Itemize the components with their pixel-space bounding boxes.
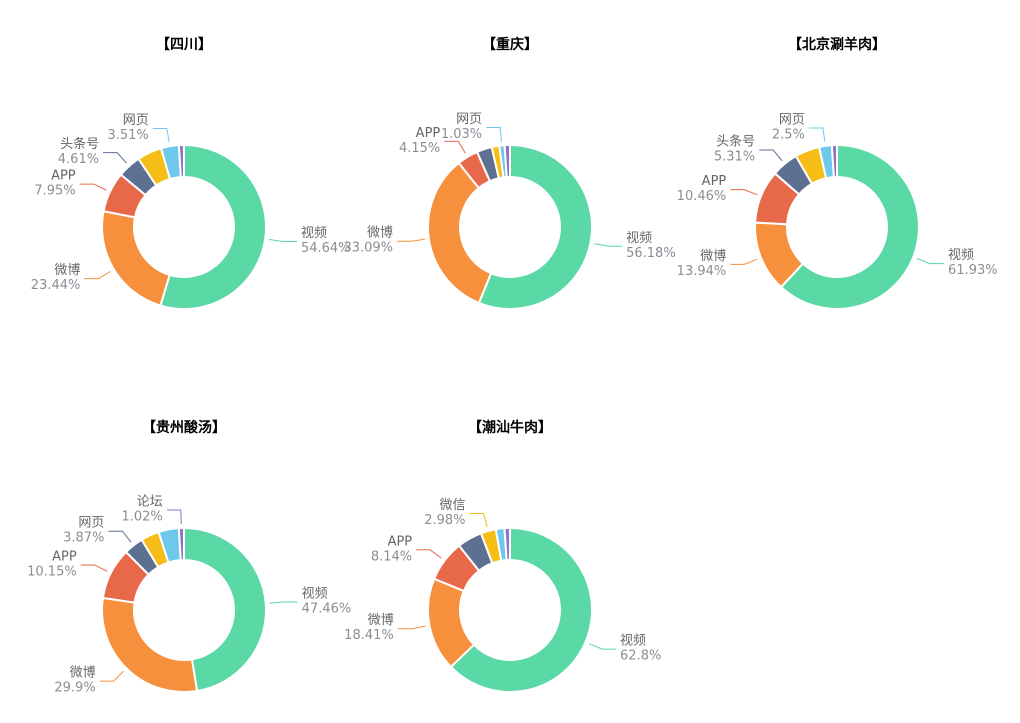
- category-label: APP: [51, 169, 76, 184]
- value-label: 13.94%: [677, 264, 727, 279]
- label-line: [416, 549, 442, 559]
- chart-title: 【潮汕牛肉】: [468, 419, 552, 436]
- label-line: [152, 127, 170, 143]
- value-label: 4.15%: [399, 141, 440, 156]
- category-label: 论坛: [137, 495, 163, 510]
- donut-segment: [177, 144, 185, 179]
- value-label: 18.41%: [344, 628, 394, 643]
- category-label: 视频: [620, 634, 646, 649]
- value-label: 7.95%: [34, 184, 75, 199]
- value-label: 4.61%: [58, 152, 99, 167]
- value-label: 61.93%: [948, 263, 998, 278]
- category-label: 网页: [78, 516, 104, 531]
- label-line: [486, 126, 503, 142]
- donut-segment: [830, 144, 838, 179]
- value-label: 2.98%: [424, 513, 465, 528]
- label-line: [99, 670, 124, 682]
- category-label: 视频: [626, 231, 652, 246]
- label-line: [730, 258, 758, 265]
- donut-segment: [780, 144, 920, 310]
- donut-segment: [101, 210, 171, 307]
- category-label: APP: [388, 534, 413, 549]
- value-label: 56.18%: [626, 246, 676, 261]
- value-label: 47.46%: [302, 602, 352, 617]
- donut-segment: [503, 526, 511, 562]
- label-line: [166, 509, 182, 525]
- category-label: 视频: [302, 587, 328, 602]
- donut-segment: [183, 527, 267, 692]
- value-label: 3.51%: [107, 128, 148, 143]
- value-label: 29.9%: [54, 681, 95, 696]
- label-line: [588, 643, 617, 650]
- label-line: [916, 258, 945, 265]
- label-line: [759, 149, 783, 162]
- donut-segment: [477, 144, 593, 310]
- value-label: 1.03%: [441, 127, 482, 142]
- category-label: 视频: [301, 226, 327, 241]
- chart-title: 【重庆】: [482, 36, 538, 53]
- label-line: [269, 238, 297, 243]
- value-label: 5.31%: [714, 150, 755, 165]
- value-label: 54.64%: [301, 241, 351, 256]
- value-label: 10.15%: [27, 564, 77, 579]
- value-label: 33.09%: [343, 241, 393, 256]
- label-line: [79, 183, 107, 191]
- chart-title: 【四川】: [156, 37, 212, 53]
- value-label: 62.8%: [620, 649, 661, 664]
- value-label: 10.46%: [677, 189, 727, 204]
- category-label: 头条号: [716, 134, 755, 150]
- label-line: [269, 601, 298, 604]
- category-label: 微博: [70, 666, 96, 681]
- category-label: APP: [702, 174, 727, 189]
- chart-title: 【北京涮羊肉】: [788, 36, 886, 53]
- category-label: 网页: [456, 112, 482, 127]
- label-line: [80, 564, 108, 572]
- value-label: 1.02%: [121, 510, 162, 525]
- donut-segment: [449, 527, 593, 693]
- label-line: [103, 152, 127, 164]
- category-label: 网页: [123, 113, 149, 128]
- value-label: 8.14%: [371, 549, 412, 564]
- donut-segment: [159, 144, 267, 310]
- value-label: 3.87%: [63, 531, 104, 546]
- donut-segment: [427, 161, 493, 304]
- label-line: [808, 127, 826, 142]
- chart-title: 【贵州酸汤】: [142, 419, 226, 436]
- label-line: [397, 625, 426, 630]
- category-label: 微博: [700, 249, 726, 264]
- category-label: 视频: [948, 248, 974, 263]
- category-label: APP: [52, 549, 77, 564]
- value-label: 2.5%: [772, 127, 805, 142]
- label-line: [444, 140, 466, 154]
- label-line: [84, 270, 111, 280]
- label-line: [594, 243, 623, 247]
- category-label: 头条号: [60, 136, 99, 152]
- donut-segment: [177, 526, 185, 562]
- category-label: 微博: [367, 226, 393, 241]
- value-label: 23.44%: [31, 278, 81, 293]
- category-label: 微博: [54, 263, 80, 278]
- label-line: [469, 513, 488, 528]
- label-line: [108, 530, 132, 543]
- category-label: 微信: [440, 498, 466, 513]
- donut-segment: [503, 143, 511, 179]
- category-label: APP: [416, 126, 441, 141]
- donut-segment: [101, 596, 199, 693]
- label-line: [397, 238, 425, 242]
- category-label: 微博: [368, 613, 394, 628]
- label-line: [730, 189, 758, 196]
- category-label: 网页: [779, 112, 805, 127]
